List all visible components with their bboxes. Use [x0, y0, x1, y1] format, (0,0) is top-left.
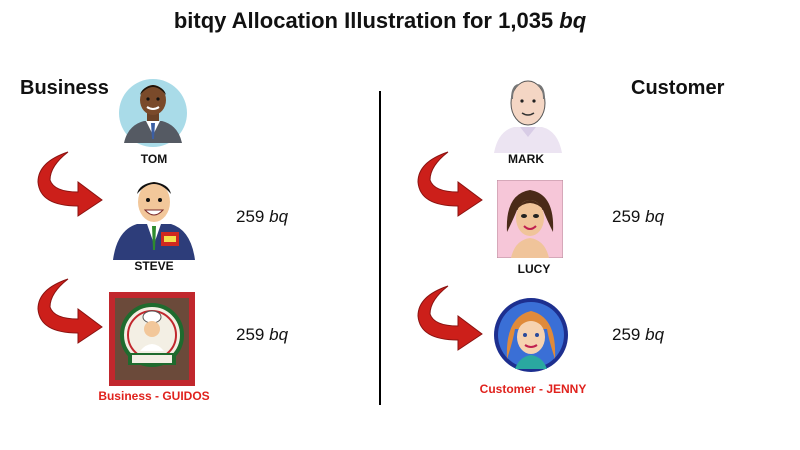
red-arrow-icon	[417, 285, 483, 351]
amount-value: 259	[236, 207, 265, 226]
businessman-avatar-icon	[119, 79, 187, 147]
amount-unit: bq	[645, 207, 665, 226]
title-unit: bq	[559, 8, 587, 33]
center-divider	[379, 91, 381, 405]
bald-man-avatar-icon	[494, 80, 562, 153]
person-name-jenny: Customer - JENNY	[479, 382, 587, 396]
person-name-lucy: LUCY	[517, 262, 551, 276]
amount-unit: bq	[269, 325, 289, 344]
amount-value: 259	[612, 207, 641, 226]
allocation-amount-guidos: 259 bq	[236, 325, 288, 345]
person-name-guidos: Business - GUIDOS	[98, 389, 210, 403]
amount-unit: bq	[645, 325, 665, 344]
red-arrow-icon	[37, 151, 103, 217]
business-heading: Business	[20, 77, 109, 99]
red-arrow-icon	[417, 151, 483, 217]
girl-avatar-icon	[494, 298, 568, 372]
red-arrow-icon	[37, 278, 103, 344]
allocation-amount-lucy: 259 bq	[612, 207, 664, 227]
person-name-mark: MARK	[508, 152, 544, 166]
person-name-steve: STEVE	[134, 259, 174, 273]
allocation-amount-jenny: 259 bq	[612, 325, 664, 345]
person-name-tom: TOM	[140, 152, 168, 166]
guidos-sign-icon	[109, 292, 195, 386]
title-text: bitqy Allocation Illustration for 1,035	[173, 8, 554, 33]
diagram-title: bitqy Allocation Illustration for 1,035 …	[0, 8, 760, 34]
salesman-avatar-icon	[113, 182, 195, 260]
amount-value: 259	[236, 325, 265, 344]
customer-heading: Customer	[631, 77, 725, 99]
woman-avatar-icon	[497, 180, 563, 258]
amount-value: 259	[612, 325, 641, 344]
allocation-amount-steve: 259 bq	[236, 207, 288, 227]
amount-unit: bq	[269, 207, 289, 226]
